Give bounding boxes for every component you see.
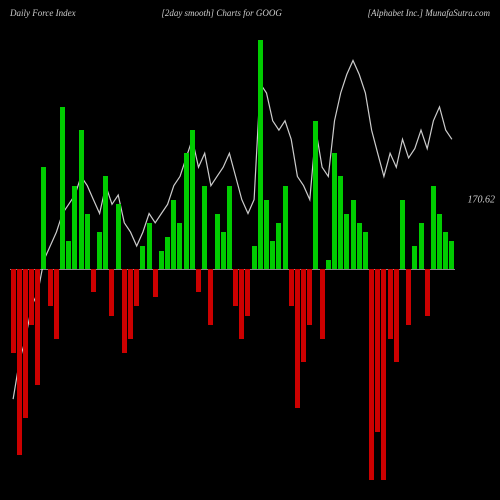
bar <box>338 176 343 269</box>
bar <box>326 260 331 269</box>
chart-header: Daily Force Index [2day smooth] Charts f… <box>0 8 500 18</box>
bar <box>400 200 405 270</box>
bar <box>116 204 121 269</box>
bar <box>388 269 393 339</box>
bar <box>60 107 65 269</box>
bar <box>122 269 127 352</box>
bar <box>227 186 232 269</box>
bar <box>264 200 269 270</box>
bar <box>344 214 349 270</box>
bar <box>283 186 288 269</box>
bar <box>35 269 40 385</box>
bar <box>301 269 306 362</box>
bar <box>270 241 275 269</box>
bar <box>369 269 374 480</box>
bar <box>295 269 300 408</box>
bar <box>79 130 84 269</box>
bar <box>425 269 430 315</box>
bar <box>54 269 59 339</box>
bar <box>245 269 250 315</box>
bar <box>196 269 201 292</box>
bar <box>289 269 294 306</box>
bar <box>11 269 16 352</box>
bar <box>41 167 46 269</box>
bar <box>66 241 71 269</box>
bar <box>153 269 158 297</box>
bar <box>147 223 152 269</box>
bar <box>17 269 22 455</box>
bar <box>351 200 356 270</box>
bar <box>134 269 139 306</box>
bar <box>109 269 114 315</box>
bar <box>419 223 424 269</box>
bar <box>394 269 399 362</box>
bar <box>159 251 164 270</box>
bar <box>202 186 207 269</box>
bar <box>406 269 411 325</box>
bar <box>437 214 442 270</box>
bar <box>320 269 325 339</box>
header-left: Daily Force Index <box>10 8 76 18</box>
bar <box>72 186 77 269</box>
bar <box>363 232 368 269</box>
bar <box>252 246 257 269</box>
bar <box>332 153 337 269</box>
bar <box>97 232 102 269</box>
bar <box>431 186 436 269</box>
bar <box>48 269 53 306</box>
bar <box>208 269 213 325</box>
bar <box>103 176 108 269</box>
bar <box>215 214 220 270</box>
bar <box>91 269 96 292</box>
bar <box>128 269 133 339</box>
header-right: [Alphabet Inc.] MunafaSutra.com <box>368 8 490 18</box>
force-index-chart <box>10 30 455 490</box>
bar <box>449 241 454 269</box>
bar <box>381 269 386 480</box>
bar <box>307 269 312 325</box>
bar <box>258 40 263 269</box>
bar <box>29 269 34 325</box>
bar <box>375 269 380 431</box>
bar <box>23 269 28 417</box>
bar <box>412 246 417 269</box>
bar <box>165 237 170 269</box>
bar <box>221 232 226 269</box>
bar <box>85 214 90 270</box>
bar <box>357 223 362 269</box>
bar <box>239 269 244 339</box>
bar <box>313 121 318 269</box>
bar <box>443 232 448 269</box>
bar <box>233 269 238 306</box>
bar <box>171 200 176 270</box>
header-middle: [2day smooth] Charts for GOOG <box>161 8 282 18</box>
bar <box>184 153 189 269</box>
bar <box>177 223 182 269</box>
bar <box>276 223 281 269</box>
price-label: 170.62 <box>468 195 496 206</box>
bar <box>190 130 195 269</box>
bar <box>140 246 145 269</box>
